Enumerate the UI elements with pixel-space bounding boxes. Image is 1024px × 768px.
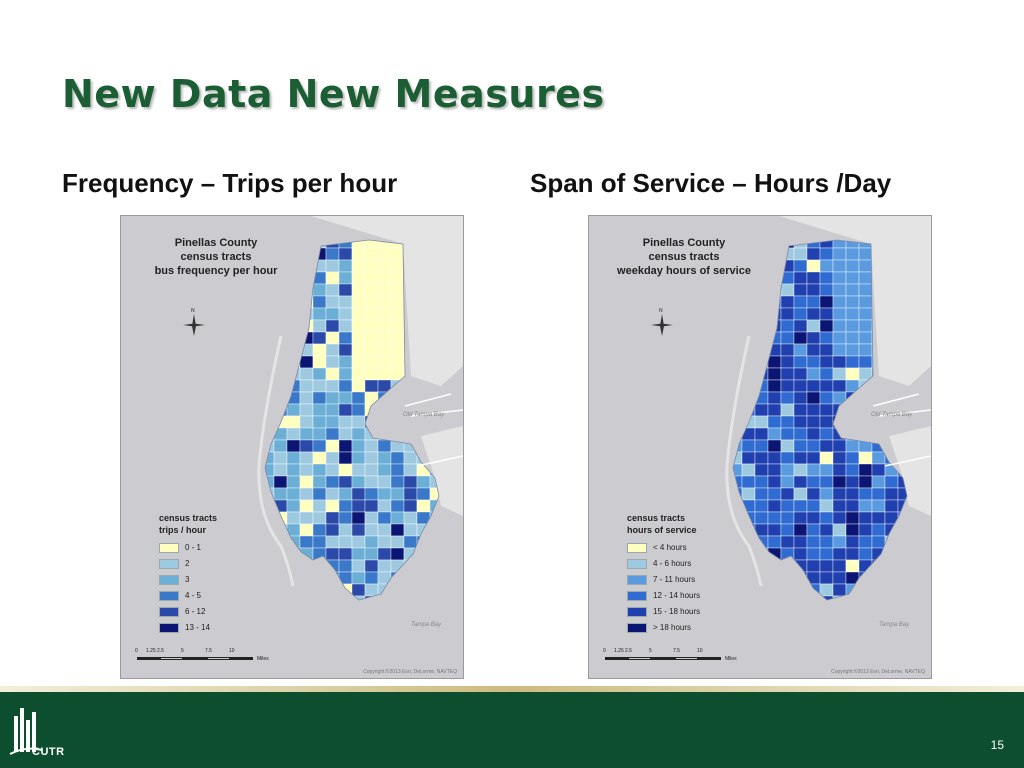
scale-line (137, 657, 254, 660)
old-tampa-bay-label: Old Tampa Bay (403, 412, 445, 418)
map-title-line-3: weekday hours of service (617, 265, 751, 277)
legend-label: 12 - 14 hours (653, 591, 701, 600)
legend-item: 15 - 18 hours (627, 604, 700, 619)
legend-item: 0 - 1 (159, 540, 217, 555)
scale-tick: 2.5 (157, 648, 164, 654)
frequency-map-title: Pinellas County census tracts bus freque… (121, 236, 311, 278)
map-copyright: Copyright:©2013 Esri, DeLorme, NAVTEQ (363, 669, 457, 675)
legend-title-line-1: census tracts (159, 513, 218, 523)
scale-tick: 10 (697, 648, 703, 654)
scale-tick: 7.5 (205, 648, 212, 654)
map-title-line-2: census tracts (180, 251, 252, 263)
legend-items: 0 - 1 2 3 4 - 5 6 - 12 13 - 14 (159, 540, 217, 635)
span-map-title: Pinellas County census tracts weekday ho… (589, 236, 779, 278)
legend-swatch (627, 542, 647, 553)
legend-label: 7 - 11 hours (653, 575, 696, 584)
legend-label: 3 (185, 575, 190, 584)
page-number: 15 (990, 738, 1004, 752)
scale-tick: 10 (229, 648, 235, 654)
frequency-map: Pinellas County census tracts bus freque… (120, 215, 464, 679)
scale-ticks: 0 1.25 2.5 5 7.5 10 (603, 648, 743, 656)
legend-item: 4 - 5 (159, 588, 217, 603)
scale-tick: 1.25 (146, 648, 156, 654)
legend-item: 2 (159, 556, 217, 571)
map-title-line-3: bus frequency per hour (154, 265, 278, 277)
north-arrow-icon: N (179, 306, 209, 340)
span-of-service-map: Pinellas County census tracts weekday ho… (588, 215, 932, 679)
map-title-line-1: Pinellas County (642, 237, 726, 249)
legend-label: 2 (185, 559, 190, 568)
north-label: N (191, 308, 195, 314)
footer-gold-rule (0, 686, 1024, 692)
tampa-bay-label: Tampa Bay (879, 622, 910, 628)
north-arrow-icon: N (647, 306, 677, 340)
old-tampa-bay-label: Old Tampa Bay (871, 412, 913, 418)
legend-item: 13 - 14 (159, 620, 217, 635)
legend-title-line-2: trips / hour (159, 525, 206, 535)
slide-title: New Data New Measures (62, 72, 605, 116)
legend-item: 4 - 6 hours (627, 556, 700, 571)
scale-unit: Miles (725, 656, 737, 662)
footer-bar: CUTR 15 (0, 692, 1024, 768)
scale-tick: 2.5 (625, 648, 632, 654)
legend-label: 13 - 14 (185, 623, 210, 632)
legend-swatch (627, 622, 647, 633)
frequency-legend: census tracts trips / hour 0 - 1 2 3 4 - 5 6… (159, 512, 217, 635)
scale-bar: 0 1.25 2.5 5 7.5 10 Miles (135, 648, 275, 668)
scale-tick: 1.25 (614, 648, 624, 654)
scale-bar: 0 1.25 2.5 5 7.5 10 Miles (603, 648, 743, 668)
north-label: N (659, 308, 663, 314)
legend-swatch (159, 606, 179, 617)
legend-swatch (627, 574, 647, 585)
span-of-service-map-graphic (725, 216, 931, 601)
legend-item: 3 (159, 572, 217, 587)
legend-label: < 4 hours (653, 543, 687, 552)
frequency-subtitle: Frequency – Trips per hour (62, 168, 398, 198)
logo-text: CUTR (32, 746, 65, 758)
legend-title-line-1: census tracts (627, 513, 686, 523)
frequency-map-graphic (257, 216, 463, 601)
scale-tick: 5 (649, 648, 652, 654)
scale-line (605, 657, 722, 660)
span-legend: census tracts hours of service < 4 hours… (627, 512, 700, 635)
legend-swatch (159, 622, 179, 633)
legend-swatch (159, 590, 179, 601)
legend-items: < 4 hours 4 - 6 hours 7 - 11 hours 12 - 14 … (627, 540, 700, 635)
legend-swatch (159, 558, 179, 569)
span-of-service-subtitle: Span of Service – Hours /Day (530, 168, 892, 198)
legend-label: > 18 hours (653, 623, 692, 632)
legend-swatch (159, 574, 179, 585)
legend-label: 4 - 6 hours (653, 559, 692, 568)
cutr-logo: CUTR (6, 702, 76, 762)
tampa-bay-label: Tampa Bay (411, 622, 442, 628)
legend-label: 6 - 12 (185, 607, 206, 616)
legend-item: 7 - 11 hours (627, 572, 700, 587)
legend-label: 15 - 18 hours (653, 607, 701, 616)
legend-item: < 4 hours (627, 540, 700, 555)
scale-ticks: 0 1.25 2.5 5 7.5 10 (135, 648, 275, 656)
scale-tick: 7.5 (673, 648, 680, 654)
legend-label: 4 - 5 (185, 591, 202, 600)
legend-label: 0 - 1 (185, 543, 202, 552)
scale-tick: 5 (181, 648, 184, 654)
scale-tick: 0 (135, 648, 138, 654)
legend-swatch (627, 590, 647, 601)
legend-swatch (627, 558, 647, 569)
legend-item: > 18 hours (627, 620, 700, 635)
legend-item: 12 - 14 hours (627, 588, 700, 603)
legend-swatch (627, 606, 647, 617)
scale-unit: Miles (257, 656, 269, 662)
map-title-line-2: census tracts (648, 251, 720, 263)
legend-item: 6 - 12 (159, 604, 217, 619)
legend-swatch (159, 542, 179, 553)
scale-tick: 0 (603, 648, 606, 654)
map-title-line-1: Pinellas County (174, 237, 258, 249)
legend-title-line-2: hours of service (627, 525, 697, 535)
map-copyright: Copyright:©2013 Esri, DeLorme, NAVTEQ (831, 669, 925, 675)
